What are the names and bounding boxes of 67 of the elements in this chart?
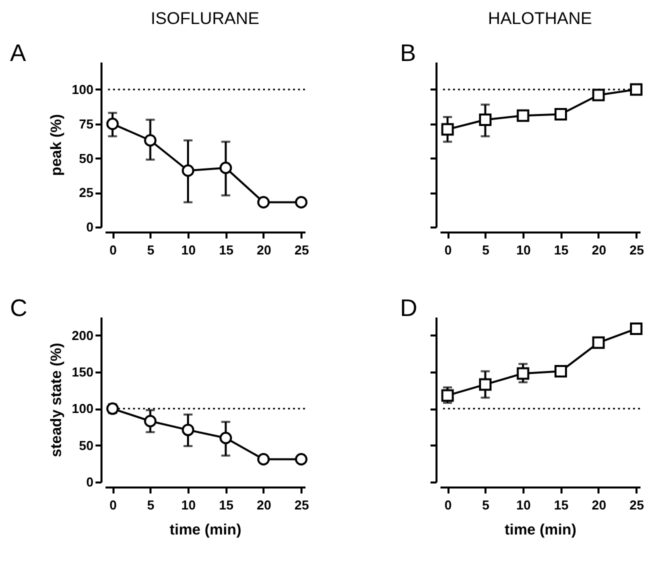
- point: [630, 322, 642, 335]
- point: [294, 196, 308, 208]
- x-tick-label: 5: [147, 242, 154, 258]
- x-tick-label: 25: [629, 498, 644, 512]
- x-tick-label: 25: [629, 242, 644, 258]
- point: [257, 453, 270, 466]
- point: [592, 88, 605, 102]
- y-tick-label: 50: [79, 438, 94, 453]
- y-tick-label: 25: [79, 185, 94, 200]
- point: [182, 424, 194, 436]
- x-tick-label: 0: [109, 242, 117, 258]
- x-tick-label: 20: [592, 242, 606, 258]
- x-tick-label: 10: [516, 498, 531, 512]
- x-tick-label: 25: [294, 498, 309, 512]
- x-tick-label: 0: [109, 498, 117, 512]
- y-tick-label: 100: [72, 82, 94, 97]
- x-tick-label: 15: [554, 242, 568, 258]
- x-tick-label: 0: [444, 498, 452, 512]
- chart-title: ISOFLURANE: [150, 9, 260, 28]
- y-tick-label: 75: [79, 116, 94, 132]
- x-tick-label: 10: [181, 242, 196, 258]
- point: [294, 453, 308, 466]
- text: C: [10, 295, 28, 322]
- x-tick-label: 10: [181, 498, 196, 512]
- point: [441, 389, 454, 402]
- point: [144, 414, 157, 428]
- x-tick-label: 25: [294, 242, 309, 258]
- x-axis-title: time (min): [504, 522, 576, 538]
- point: [144, 134, 157, 147]
- text: A: [10, 40, 26, 67]
- x-tick-label: 5: [482, 242, 490, 258]
- point: [220, 162, 232, 174]
- y-tick-label: 0: [86, 220, 94, 234]
- y-tick-label: 100: [72, 401, 94, 416]
- x-tick-label: 20: [592, 498, 606, 512]
- y-tick-label: 50: [79, 150, 94, 166]
- point: [554, 108, 567, 120]
- point: [516, 109, 530, 122]
- x-tick-label: 20: [256, 498, 272, 512]
- point: [106, 118, 119, 130]
- point: [220, 432, 232, 444]
- point: [182, 164, 194, 177]
- x-axis-title: time (min): [170, 522, 242, 538]
- x-tick-label: 5: [147, 498, 154, 512]
- x-tick-label: 0: [444, 242, 452, 258]
- x-tick-label: 10: [516, 242, 531, 258]
- y-axis-title: peak (%): [48, 114, 65, 176]
- point: [630, 83, 642, 96]
- x-tick-label: 20: [256, 242, 272, 258]
- x-tick-label: 5: [482, 498, 490, 512]
- point: [592, 336, 605, 349]
- point: [479, 114, 492, 126]
- point: [554, 365, 567, 378]
- y-axis-title: steady state (%): [48, 342, 65, 458]
- y-tick-label: 200: [72, 328, 94, 343]
- x-tick-label: 15: [554, 498, 568, 512]
- point: [479, 378, 492, 391]
- y-tick-label: 150: [72, 364, 94, 380]
- y-tick-label: 0: [86, 474, 94, 490]
- point: [257, 196, 270, 208]
- x-tick-label: 15: [219, 242, 234, 258]
- point: [441, 123, 454, 136]
- text: D: [400, 295, 418, 322]
- x-tick-label: 15: [219, 498, 234, 512]
- text: B: [400, 40, 416, 67]
- chart-title: HALOTHANE: [488, 9, 592, 28]
- point: [516, 367, 530, 380]
